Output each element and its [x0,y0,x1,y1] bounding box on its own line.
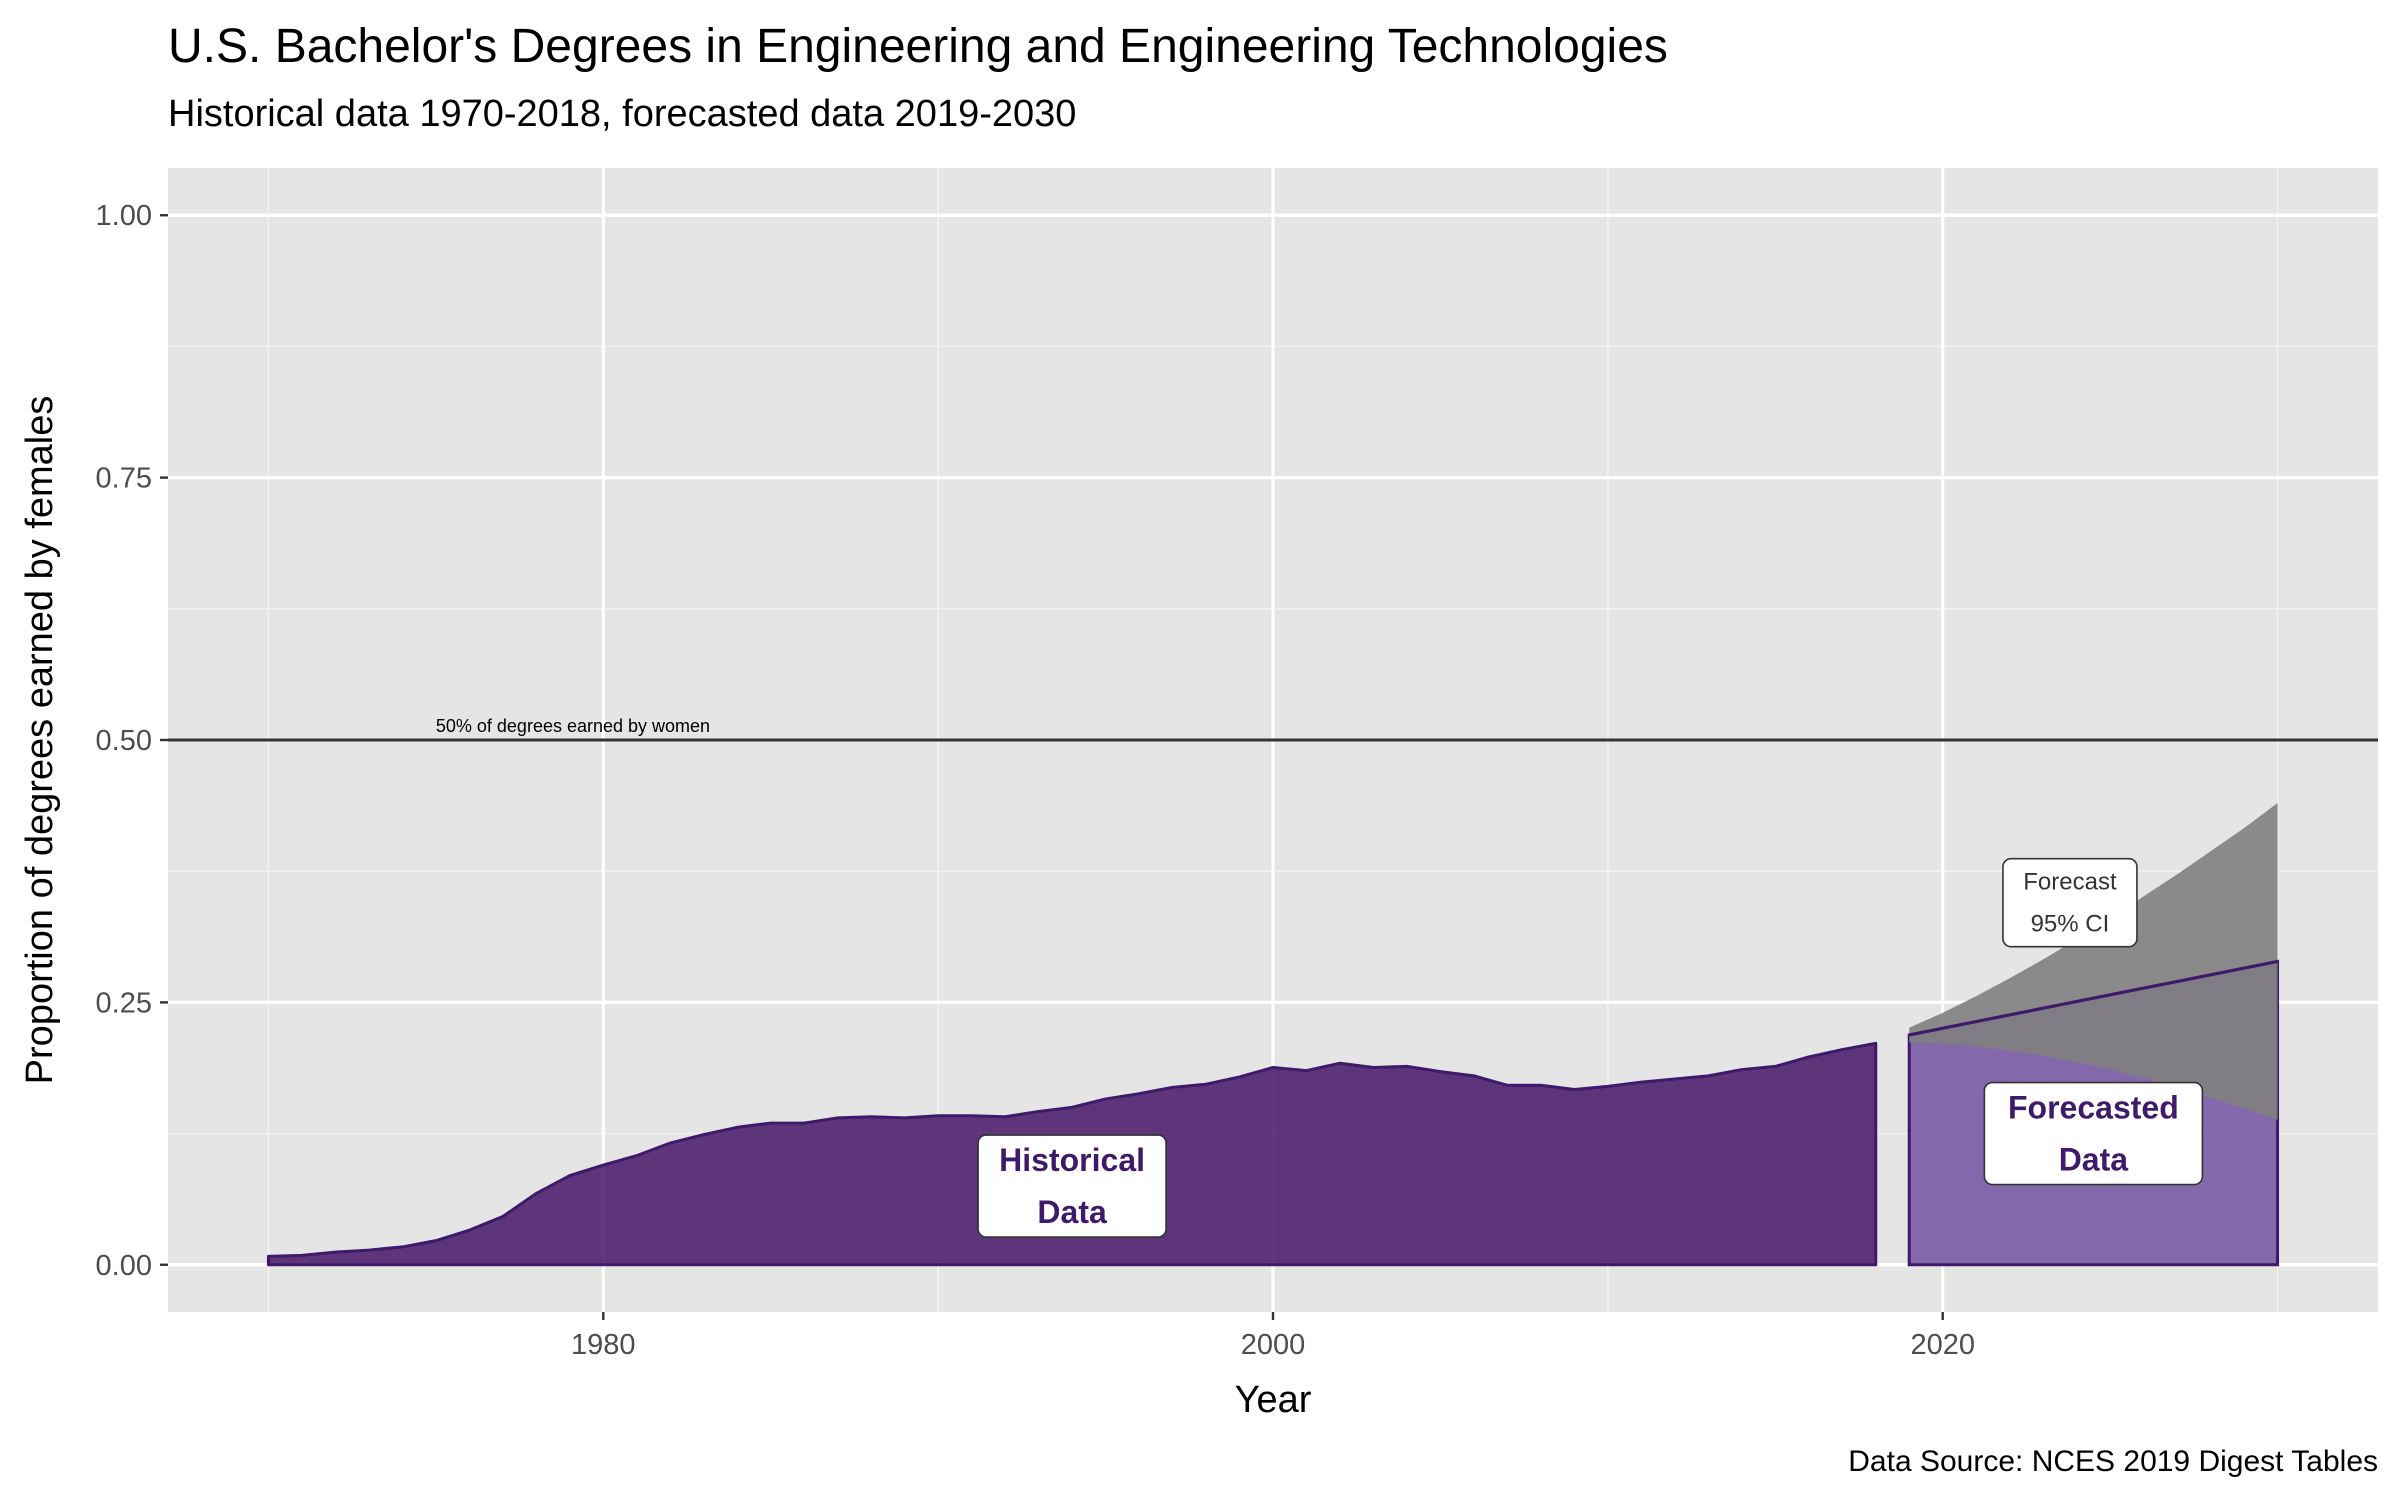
forecasted-data-label-line1: Forecasted [2008,1090,2179,1126]
forecast-ci-label-box [2002,857,2138,948]
chart-subtitle: Historical data 1970-2018, forecasted da… [168,93,1076,135]
forecasted-data-label: Forecasted Data [1983,1081,2204,1186]
x-axis-title: Year [1235,1379,1312,1421]
chart-labels: 50% of degrees earned by women Historical… [436,716,2204,1238]
forecast-trend-line [1908,959,2278,1037]
x-tick-label: 2020 [1910,1329,1975,1361]
x-tick-label: 2000 [1241,1329,1306,1361]
forecast-confidence-band [1909,802,2278,1120]
y-tick-label: 0.50 [96,725,152,757]
y-tick-label: 0.75 [96,463,152,495]
historical-data-label: Historical Data [977,1134,1167,1238]
y-tick-label: 1.00 [96,200,152,232]
historical-data-label-line2: Data [1037,1194,1107,1230]
forecasted-data-label-box [1983,1081,2204,1186]
y-axis-title: Proportion of degrees earned by females [19,396,61,1085]
y-tick-label: 0.00 [96,1250,152,1282]
forecasted-data-label-line2: Data [2059,1142,2129,1178]
historical-data-label-box [977,1134,1167,1238]
y-tick-label: 0.25 [96,987,152,1019]
forecast-ci-label: Forecast 95% CI [2002,857,2138,948]
data-source-caption: Data Source: NCES 2019 Digest Tables [1848,1445,2378,1478]
x-tick-label: 1980 [571,1329,636,1361]
forecast-ci-label-line1: Forecast [2023,869,2117,896]
reference-line-label: 50% of degrees earned by women [436,716,710,736]
chart-title: U.S. Bachelor's Degrees in Engineering a… [168,20,1668,73]
forecast-ci-label-line2: 95% CI [2031,911,2110,938]
axes: 0.00 0.25 0.50 0.75 1.00 1980 2000 2020 [96,200,1975,1361]
historical-data-label-line1: Historical [999,1142,1145,1178]
